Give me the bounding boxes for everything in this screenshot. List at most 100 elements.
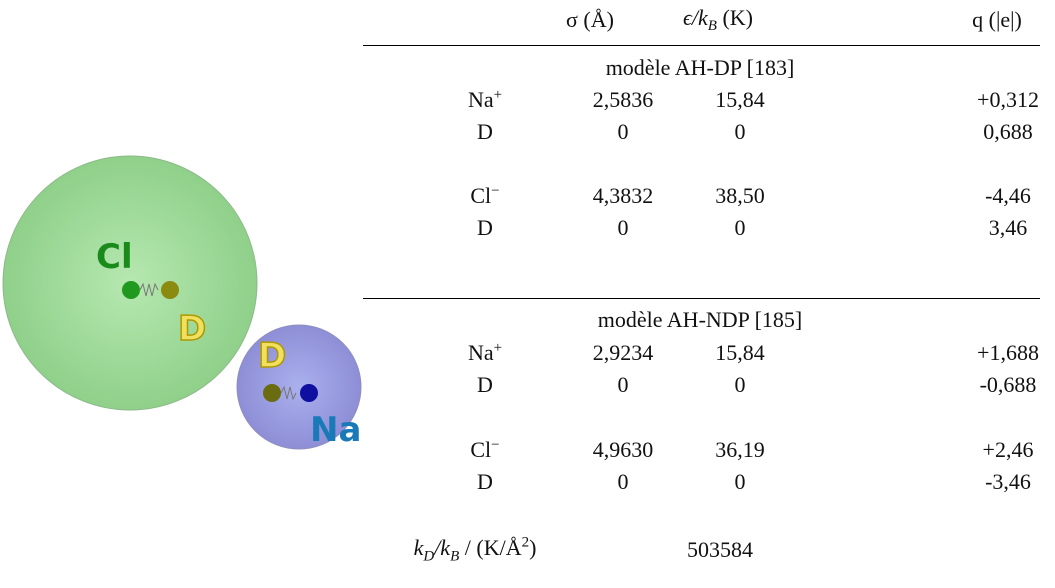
ion-diagram: Cl D D Na	[2, 155, 362, 450]
table-value: 2,9234	[592, 340, 654, 365]
table-cell: 15,84	[715, 87, 765, 113]
table-value: +1,688	[977, 340, 1039, 365]
table-cell: -4,46	[985, 183, 1031, 209]
row-label: D	[477, 215, 493, 241]
table-value: 36,19	[715, 437, 765, 462]
table-cell: +2,46	[983, 437, 1034, 463]
table-value: 4,9630	[592, 437, 654, 462]
section-title: modèle AH-NDP [185]	[597, 307, 803, 332]
text-part: )	[529, 534, 537, 560]
table-value: 3,46	[988, 215, 1028, 240]
table-cell: 0	[618, 469, 629, 495]
text-part: D	[477, 469, 493, 494]
table-cell: 0	[618, 372, 629, 398]
text-part: k	[413, 534, 424, 560]
text-part: ϵ/k	[683, 4, 708, 30]
text-part: Na	[467, 87, 494, 113]
drude-particle	[161, 281, 179, 299]
text-part: / (K/Å	[459, 534, 522, 560]
table-value: 2,5836	[592, 87, 654, 112]
footer-cell: 503584	[687, 537, 753, 563]
table-cell: 38,50	[715, 183, 765, 209]
atom-label: D	[258, 336, 286, 376]
text-part: q (|e|)	[972, 7, 1022, 32]
text-part: (K)	[716, 4, 753, 30]
text-part: D	[477, 372, 493, 397]
table-cell: 0	[618, 119, 629, 145]
table-cell: 2,5836	[593, 87, 654, 113]
cl-atom	[122, 281, 140, 299]
table-cell: +0,312	[977, 87, 1039, 113]
table-value: 38,50	[715, 183, 765, 208]
table-value: -0,688	[979, 372, 1037, 397]
atom-label: Na	[310, 410, 361, 450]
table-value: 0	[734, 469, 746, 494]
drude-particle	[263, 384, 281, 402]
table-cell: 3,46	[989, 215, 1028, 241]
rule	[363, 298, 1040, 300]
footer-value: 503584	[687, 537, 753, 562]
table-cell: 0	[735, 119, 746, 145]
text-part: /k	[434, 534, 451, 560]
row-label: D	[477, 372, 493, 398]
table-cell: +1,688	[977, 340, 1039, 366]
section-title-cell: modèle AH-NDP [185]	[598, 307, 803, 333]
row-label: Cl−	[470, 437, 499, 463]
row-label: D	[477, 119, 493, 145]
rule	[363, 45, 1040, 47]
table-cell: 2,9234	[593, 340, 654, 366]
table-value: -4,46	[985, 183, 1031, 208]
table-cell: -0,688	[980, 372, 1037, 398]
text-part: Na	[467, 340, 494, 366]
row-label: Na+	[468, 340, 502, 366]
table-cell: 0	[618, 215, 629, 241]
table-value: 15,84	[715, 87, 765, 112]
atom-label: Cl	[96, 237, 133, 277]
table-value: +2,46	[982, 437, 1034, 462]
table-cell: 36,19	[715, 437, 765, 463]
table-value: 0	[734, 119, 746, 144]
column-header: σ (Å)	[566, 7, 614, 33]
section-title-cell: modèle AH-DP [183]	[606, 55, 795, 81]
row-label: D	[477, 469, 493, 495]
table-cell: 15,84	[715, 340, 765, 366]
text-part: B	[707, 18, 717, 35]
text-part: +	[493, 86, 503, 103]
table-value: 0	[734, 215, 746, 240]
section-title: modèle AH-DP [183]	[605, 55, 795, 80]
table-value: 0	[617, 469, 629, 494]
table-value: 0	[617, 215, 629, 240]
table-value: 0,688	[983, 119, 1033, 144]
table-value: 4,3832	[592, 183, 654, 208]
na-sphere	[236, 324, 362, 450]
column-header: q (|e|)	[972, 7, 1022, 33]
text-part: σ (Å)	[566, 7, 614, 32]
table-value: 0	[617, 119, 629, 144]
text-part: D	[477, 119, 493, 144]
table-cell: 0	[735, 215, 746, 241]
text-part: −	[491, 182, 500, 199]
footer-label: kD/kB / (K/Å2)	[414, 535, 537, 566]
table-cell: 4,3832	[593, 183, 654, 209]
table-value: +0,312	[977, 87, 1039, 112]
table-cell: 0,688	[983, 119, 1033, 145]
atom-label: D	[178, 309, 206, 349]
text-part: 2	[521, 534, 530, 551]
spring	[280, 385, 297, 401]
table-cell: -3,46	[985, 469, 1031, 495]
row-label: Cl−	[470, 183, 499, 209]
text-part: −	[491, 436, 500, 453]
table-cell: 0	[735, 372, 746, 398]
table-value: 15,84	[715, 340, 765, 365]
spring	[139, 282, 159, 297]
column-header: ϵ/kB (K)	[683, 5, 753, 35]
row-label: Na+	[468, 87, 502, 113]
text-part: Cl	[470, 183, 492, 209]
table-value: 0	[617, 372, 629, 397]
text-part: B	[450, 548, 460, 565]
text-part: +	[493, 339, 503, 356]
text-part: Cl	[470, 437, 492, 463]
table-value: -3,46	[985, 469, 1031, 494]
table-value: 0	[734, 372, 746, 397]
